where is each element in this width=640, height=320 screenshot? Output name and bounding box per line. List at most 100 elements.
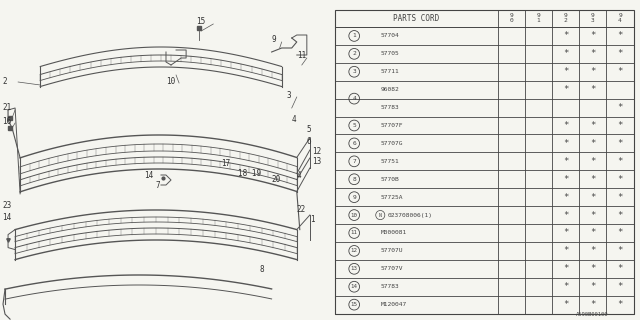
Text: 57783: 57783 [380, 284, 399, 289]
Text: 15: 15 [351, 302, 358, 307]
Text: 5: 5 [307, 125, 312, 134]
Text: *: * [590, 193, 595, 202]
Text: 8: 8 [260, 266, 264, 275]
Text: 7: 7 [156, 180, 161, 189]
Text: 8: 8 [353, 177, 356, 182]
Text: 57711: 57711 [380, 69, 399, 74]
Text: *: * [563, 67, 568, 76]
Text: 6: 6 [307, 137, 312, 146]
Text: 57707G: 57707G [380, 141, 403, 146]
Text: *: * [590, 139, 595, 148]
Text: *: * [590, 67, 595, 76]
Text: *: * [563, 85, 568, 94]
Text: 57705: 57705 [380, 51, 399, 56]
Text: 11: 11 [297, 51, 306, 60]
Text: *: * [618, 246, 623, 255]
Text: 10: 10 [351, 212, 358, 218]
Text: *: * [563, 49, 568, 58]
Text: PARTS CORD: PARTS CORD [393, 14, 439, 23]
Text: 14: 14 [144, 171, 153, 180]
Text: 4: 4 [353, 96, 356, 101]
Text: A590B00100: A590B00100 [576, 312, 609, 317]
Text: *: * [618, 121, 623, 130]
Text: *: * [590, 31, 595, 40]
Text: 9
3: 9 3 [591, 13, 595, 23]
Text: *: * [590, 85, 595, 94]
Text: *: * [618, 49, 623, 58]
Text: 57783: 57783 [380, 105, 399, 110]
Text: 13: 13 [312, 157, 321, 166]
Text: *: * [563, 175, 568, 184]
Text: 9
0: 9 0 [509, 13, 513, 23]
Text: *: * [563, 139, 568, 148]
Text: *: * [590, 246, 595, 255]
Text: 96082: 96082 [380, 87, 399, 92]
Text: 10: 10 [166, 77, 175, 86]
Text: *: * [563, 31, 568, 40]
Text: N: N [379, 212, 381, 218]
Text: *: * [618, 264, 623, 273]
Text: *: * [618, 228, 623, 237]
Text: *: * [590, 175, 595, 184]
Text: *: * [618, 103, 623, 112]
Text: *: * [618, 211, 623, 220]
Text: *: * [590, 121, 595, 130]
Text: 9: 9 [353, 195, 356, 200]
Text: *: * [618, 157, 623, 166]
Text: 12: 12 [351, 248, 358, 253]
Text: *: * [590, 300, 595, 309]
Text: 18 19: 18 19 [239, 169, 262, 178]
Text: *: * [590, 157, 595, 166]
Text: 2: 2 [353, 51, 356, 56]
Text: *: * [618, 193, 623, 202]
Text: 3: 3 [287, 91, 291, 100]
Text: 16: 16 [2, 117, 12, 126]
Text: *: * [590, 211, 595, 220]
Text: *: * [563, 157, 568, 166]
Text: 22: 22 [297, 205, 306, 214]
Text: *: * [590, 282, 595, 291]
Text: *: * [618, 31, 623, 40]
Text: 9
4: 9 4 [618, 13, 622, 23]
Text: *: * [618, 282, 623, 291]
Text: 2: 2 [2, 77, 6, 86]
Text: *: * [618, 300, 623, 309]
Text: 5: 5 [353, 123, 356, 128]
Text: 4: 4 [297, 171, 301, 180]
Text: 5770B: 5770B [380, 177, 399, 182]
Text: *: * [563, 300, 568, 309]
Text: M120047: M120047 [380, 302, 406, 307]
Text: 12: 12 [312, 148, 321, 156]
Text: *: * [563, 121, 568, 130]
Text: 14: 14 [351, 284, 358, 289]
Text: *: * [590, 264, 595, 273]
Text: 57707F: 57707F [380, 123, 403, 128]
Text: *: * [590, 49, 595, 58]
Text: 17: 17 [221, 158, 230, 167]
Text: 57751: 57751 [380, 159, 399, 164]
Text: 6: 6 [353, 141, 356, 146]
Text: *: * [563, 282, 568, 291]
Text: *: * [590, 228, 595, 237]
Text: 1: 1 [353, 33, 356, 38]
Text: M000081: M000081 [380, 230, 406, 236]
Text: *: * [563, 228, 568, 237]
Text: 15: 15 [196, 18, 205, 27]
Text: 3: 3 [353, 69, 356, 74]
Text: 21: 21 [2, 103, 12, 113]
Text: 57707U: 57707U [380, 248, 403, 253]
Text: 4: 4 [292, 116, 296, 124]
Text: 11: 11 [351, 230, 358, 236]
Text: 57725A: 57725A [380, 195, 403, 200]
Text: 023708006(1): 023708006(1) [388, 212, 433, 218]
Text: *: * [618, 175, 623, 184]
Text: 9
2: 9 2 [564, 13, 568, 23]
Text: *: * [618, 139, 623, 148]
Text: 9
1: 9 1 [536, 13, 540, 23]
Text: 1: 1 [310, 215, 314, 225]
Text: *: * [563, 211, 568, 220]
Text: 57704: 57704 [380, 33, 399, 38]
Text: *: * [618, 67, 623, 76]
Text: *: * [563, 193, 568, 202]
Text: *: * [563, 264, 568, 273]
